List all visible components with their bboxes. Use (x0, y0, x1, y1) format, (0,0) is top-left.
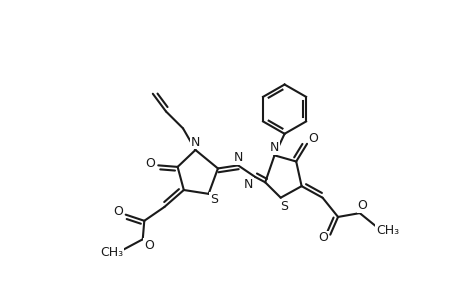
Text: S: S (210, 193, 218, 206)
Text: N: N (269, 141, 279, 154)
Text: O: O (145, 157, 154, 170)
Text: N: N (233, 151, 242, 164)
Text: O: O (308, 132, 318, 145)
Text: O: O (113, 205, 123, 218)
Text: N: N (244, 178, 253, 191)
Text: CH₃: CH₃ (100, 246, 123, 259)
Text: O: O (318, 231, 328, 244)
Text: S: S (279, 200, 287, 213)
Text: O: O (144, 239, 154, 252)
Text: N: N (190, 136, 200, 149)
Text: O: O (356, 199, 366, 212)
Text: CH₃: CH₃ (375, 224, 398, 236)
